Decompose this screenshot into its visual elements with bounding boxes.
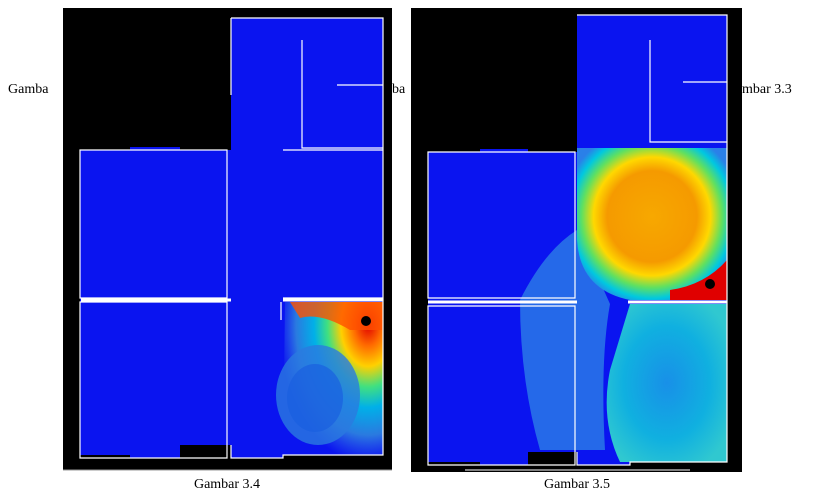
- page: Gamba ba mbar 3.3 Gambar 3.4 Gambar 3.5: [0, 0, 814, 495]
- figure-image: [63, 8, 392, 470]
- figure-image: [411, 8, 742, 472]
- background-text: Gamba: [8, 82, 49, 97]
- background-text: mbar 3.3: [742, 82, 792, 97]
- figure-caption: Gambar 3.4: [194, 477, 260, 492]
- figure-caption: Gambar 3.5: [544, 477, 610, 492]
- background-text: ba: [392, 82, 406, 97]
